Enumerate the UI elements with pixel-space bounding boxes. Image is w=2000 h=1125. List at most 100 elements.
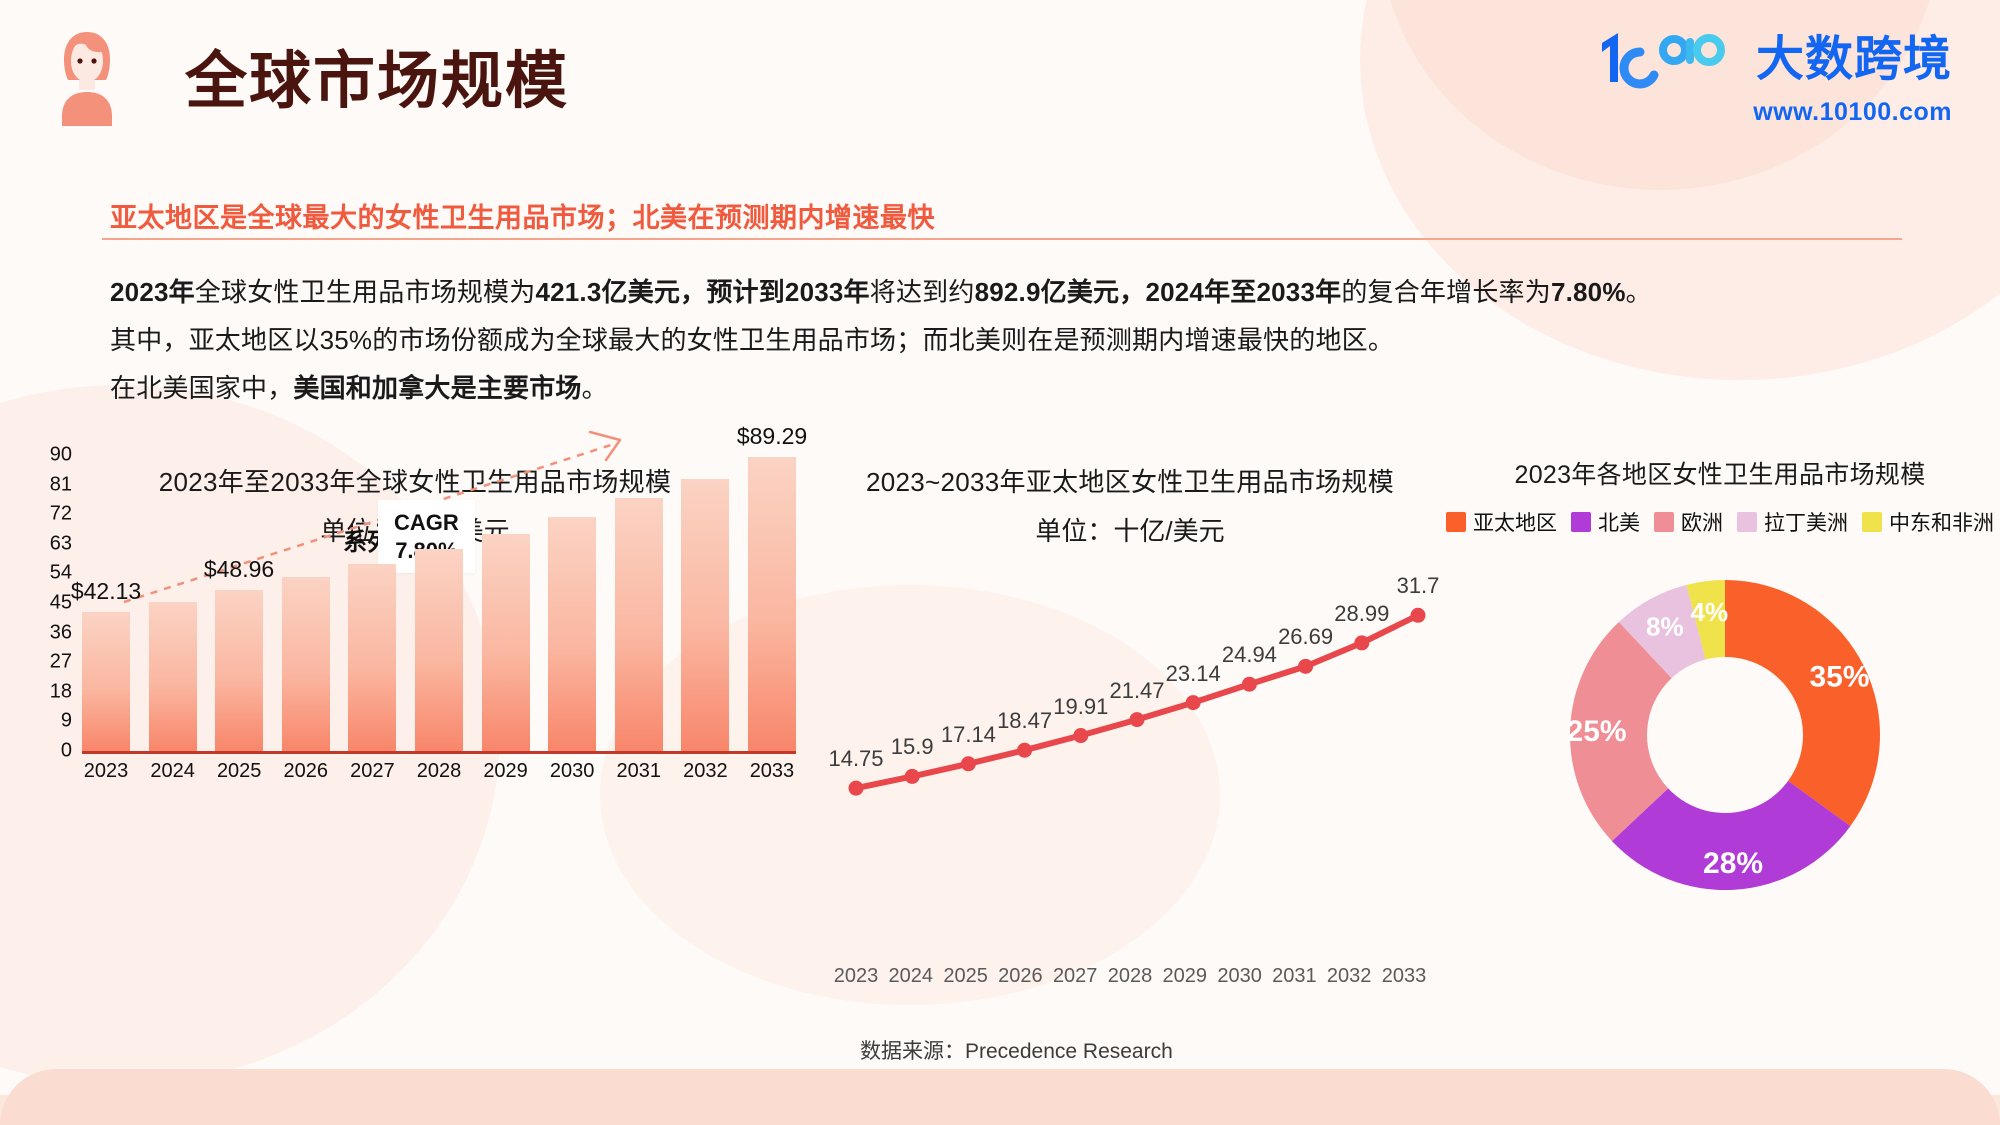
line-data-label: 31.7 bbox=[1396, 573, 1440, 599]
pie-legend-label: 北美 bbox=[1598, 512, 1640, 535]
bar-chart-x-tick: 2030 bbox=[549, 760, 595, 782]
bar-column bbox=[82, 455, 130, 751]
pie-legend-label: 中东和非洲 bbox=[1889, 512, 1994, 535]
pie-legend-item[interactable]: 中东和非洲 bbox=[1862, 507, 1994, 537]
bar-chart-x-tick: 2024 bbox=[150, 760, 195, 782]
bar-chart-y-tick: 81 bbox=[49, 473, 72, 496]
line-chart-title: 2023~2033年亚太地区女性卫生用品市场规模 bbox=[865, 467, 1395, 497]
line-chart-plot bbox=[848, 607, 1426, 796]
bar-chart-x-tick: 2025 bbox=[216, 760, 262, 782]
bar-chart-y-tick: 72 bbox=[49, 502, 72, 525]
line-data-point bbox=[1129, 712, 1145, 728]
female-avatar-icon bbox=[62, 32, 112, 126]
body-l1-a: 2023年 bbox=[110, 277, 195, 307]
line-chart-x-axis: 2023 2024 2025 2026 2027 2028 2029 2030 2031 2032… bbox=[800, 965, 1460, 988]
pie-slice-label: 25% bbox=[1567, 715, 1627, 748]
bar-data-label: $42.13 bbox=[70, 578, 142, 605]
line-data-point bbox=[848, 780, 864, 796]
line-chart-x-tick: 2032 bbox=[1326, 965, 1372, 987]
bar-chart-x-tick: 2023 bbox=[83, 760, 129, 782]
bar-chart-x-tick: 2032 bbox=[683, 760, 728, 782]
line-chart-x-tick: 2023 bbox=[833, 965, 879, 987]
pie-legend-label: 欧洲 bbox=[1681, 512, 1723, 535]
bar-chart-y-tick: 36 bbox=[49, 621, 72, 644]
cagr-label: CAGR bbox=[394, 510, 459, 535]
bar-column bbox=[481, 455, 530, 751]
pie-legend-swatch bbox=[1571, 512, 1591, 532]
pie-slice[interactable] bbox=[1570, 622, 1672, 842]
body-line-2: 其中，亚太地区以35%的市场份额成为全球最大的女性卫生用品市场；而北美则在是预测… bbox=[110, 325, 1395, 355]
bar bbox=[414, 549, 463, 751]
bar bbox=[148, 601, 197, 751]
line-data-point bbox=[1298, 658, 1314, 674]
pie-legend-item[interactable]: 欧洲 bbox=[1654, 507, 1723, 537]
line-data-point bbox=[904, 768, 920, 784]
line-data-label: 21.47 bbox=[1109, 677, 1165, 703]
pie-legend-swatch bbox=[1654, 512, 1674, 532]
page-header: 全球市场规模 大数跨境 www.10100.com bbox=[0, 0, 2000, 150]
body-l1-g: 7.80% bbox=[1550, 277, 1626, 307]
bar bbox=[215, 589, 264, 751]
bar bbox=[82, 612, 130, 751]
pie-slice[interactable] bbox=[1725, 580, 1880, 827]
bar-chart-x-tick: 2033 bbox=[749, 760, 795, 782]
line-chart-x-tick: 2029 bbox=[1162, 965, 1208, 987]
bar-chart-y-tick: 90 bbox=[49, 443, 72, 466]
body-l3-c: 。 bbox=[581, 373, 608, 403]
logo-url: www.10100.com bbox=[1753, 98, 1952, 126]
pie-chart-header: 2023年各地区女性卫生用品市场规模 亚太地区 北美 欧洲 拉丁美洲 中东和非洲 bbox=[1446, 455, 1994, 895]
bar-column bbox=[281, 455, 330, 751]
pie-legend-swatch bbox=[1862, 512, 1882, 532]
bar-column bbox=[614, 455, 663, 751]
body-l1-f: 的复合年增长率为 bbox=[1341, 277, 1551, 307]
bar bbox=[281, 577, 330, 751]
cagr-trend-arrow-icon bbox=[123, 430, 622, 604]
pie-legend-item[interactable]: 拉丁美洲 bbox=[1737, 507, 1848, 537]
body-l1-h: 。 bbox=[1625, 277, 1652, 307]
pie-legend-item[interactable]: 北美 bbox=[1571, 507, 1640, 537]
pie-slice-label: 28% bbox=[1703, 847, 1763, 880]
10100-logo-mark-icon bbox=[1601, 33, 1725, 89]
bar-chart-x-tick: 2031 bbox=[616, 760, 662, 782]
line-data-point bbox=[1185, 695, 1201, 711]
line-data-point bbox=[960, 756, 976, 772]
bar bbox=[348, 563, 397, 751]
line-chart-x-tick: 2033 bbox=[1381, 965, 1427, 987]
pie-slice[interactable] bbox=[1686, 580, 1725, 660]
logo-text: 大数跨境 bbox=[1755, 33, 1952, 86]
line-data-label: 28.99 bbox=[1334, 600, 1390, 626]
pie-slice[interactable] bbox=[1618, 584, 1706, 679]
bar-column bbox=[215, 455, 264, 751]
body-l1-d: 将达到约 bbox=[869, 277, 975, 307]
line-data-point bbox=[1354, 635, 1370, 651]
line-data-label: 14.75 bbox=[828, 746, 884, 772]
body-text: 2023年全球女性卫生用品市场规模为421.3亿美元，预计到2033年将达到约8… bbox=[110, 268, 1910, 412]
data-source-note: 数据来源：Precedence Research bbox=[860, 1040, 1173, 1063]
bar-column bbox=[548, 455, 597, 751]
bar-column bbox=[681, 455, 730, 751]
page-title: 全球市场规模 bbox=[185, 47, 570, 116]
line-data-label: 24.94 bbox=[1221, 642, 1277, 668]
bar-column bbox=[747, 455, 796, 751]
line-chart-x-tick: 2031 bbox=[1272, 965, 1317, 987]
section-subtitle: 亚太地区是全球最大的女性卫生用品市场；北美在预测期内增速最快 bbox=[110, 203, 935, 233]
pie-slice[interactable] bbox=[1612, 780, 1851, 890]
line-chart-x-tick: 2024 bbox=[888, 965, 934, 987]
header-divider bbox=[102, 238, 1902, 240]
pie-slice-label: 35% bbox=[1809, 661, 1869, 694]
bar-chart-y-tick: 63 bbox=[49, 532, 72, 555]
bar-chart-y-tick: 9 bbox=[60, 709, 72, 732]
pie-legend-swatch bbox=[1737, 512, 1757, 532]
pie-legend-label: 亚太地区 bbox=[1473, 512, 1557, 535]
bar-chart-y-tick: 27 bbox=[49, 650, 72, 673]
bar-column bbox=[148, 455, 197, 751]
body-line-1: 2023年全球女性卫生用品市场规模为421.3亿美元，预计到2033年将达到约8… bbox=[110, 268, 1910, 316]
footer-band bbox=[0, 1069, 2000, 1125]
line-data-label: 23.14 bbox=[1165, 660, 1221, 686]
bar-chart-x-tick: 2026 bbox=[283, 760, 329, 782]
body-l1-e: 892.9亿美元，2024年至2033年 bbox=[974, 277, 1342, 307]
bar-chart-header: 2023年至2033年全球女性卫生用品市场规模 单位：十亿/美元 系列1 bbox=[20, 462, 810, 842]
pie-legend-item[interactable]: 亚太地区 bbox=[1446, 507, 1557, 537]
line-chart-x-tick: 2025 bbox=[943, 965, 988, 987]
bar-column bbox=[348, 455, 397, 751]
